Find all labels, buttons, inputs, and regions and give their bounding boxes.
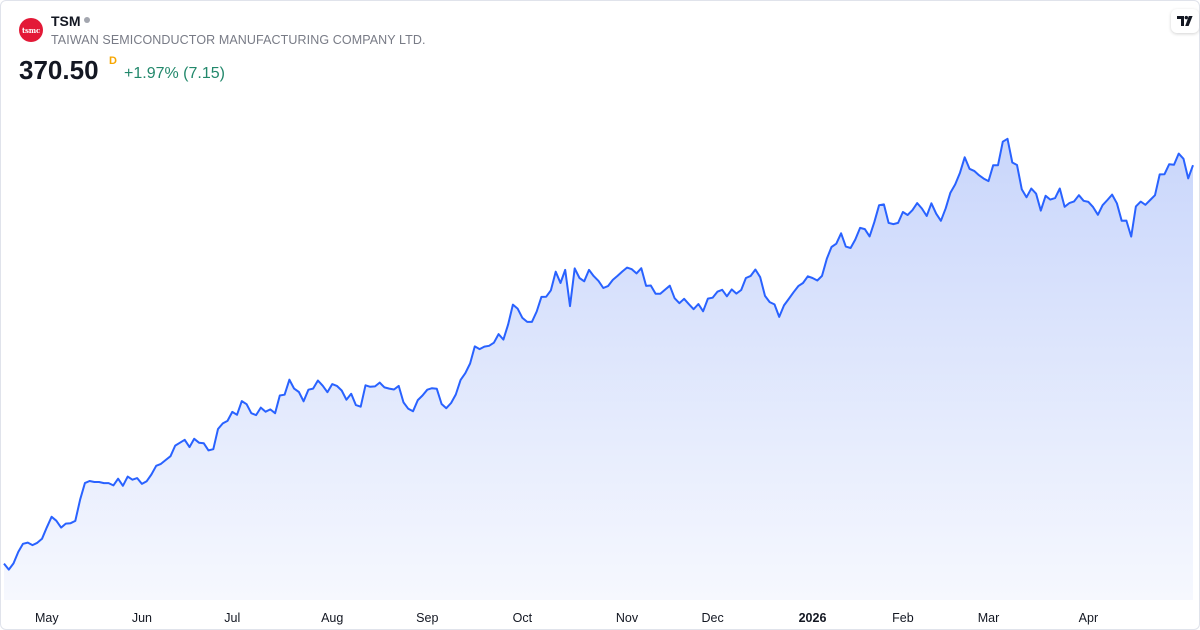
price-line-series [3, 137, 1194, 571]
tsmc-logo: tsmc [19, 18, 43, 42]
x-tick-label: Mar [978, 611, 1000, 625]
x-tick-label: May [35, 611, 59, 625]
last-price: 370.50 [19, 55, 99, 85]
x-tick-label: 2026 [799, 611, 827, 625]
x-tick-label: Feb [892, 611, 914, 625]
x-tick-label: Sep [416, 611, 438, 625]
market-status-dot-icon [84, 17, 90, 23]
price-delay-indicator: D [109, 55, 117, 67]
x-tick-label: Jul [224, 611, 240, 625]
tradingview-logo-icon [1177, 15, 1193, 26]
ticker-symbol[interactable]: TSM [51, 13, 81, 29]
x-tick-label: Apr [1079, 611, 1098, 625]
company-name: TAIWAN SEMICONDUCTOR MANUFACTURING COMPA… [51, 33, 426, 47]
price-area-fill [4, 138, 1193, 601]
x-axis: May Jun Jul Aug Sep Oct Nov Dec 2026 Feb Mar Apr [35, 611, 1098, 625]
tradingview-logo-button[interactable] [1171, 9, 1199, 33]
x-tick-label: Aug [321, 611, 343, 625]
x-tick-label: Nov [616, 611, 639, 625]
x-tick-label: Oct [513, 611, 533, 625]
price-change: +1.97% (7.15) [124, 65, 225, 82]
x-tick-label: Jun [132, 611, 152, 625]
x-tick-label: Dec [701, 611, 723, 625]
